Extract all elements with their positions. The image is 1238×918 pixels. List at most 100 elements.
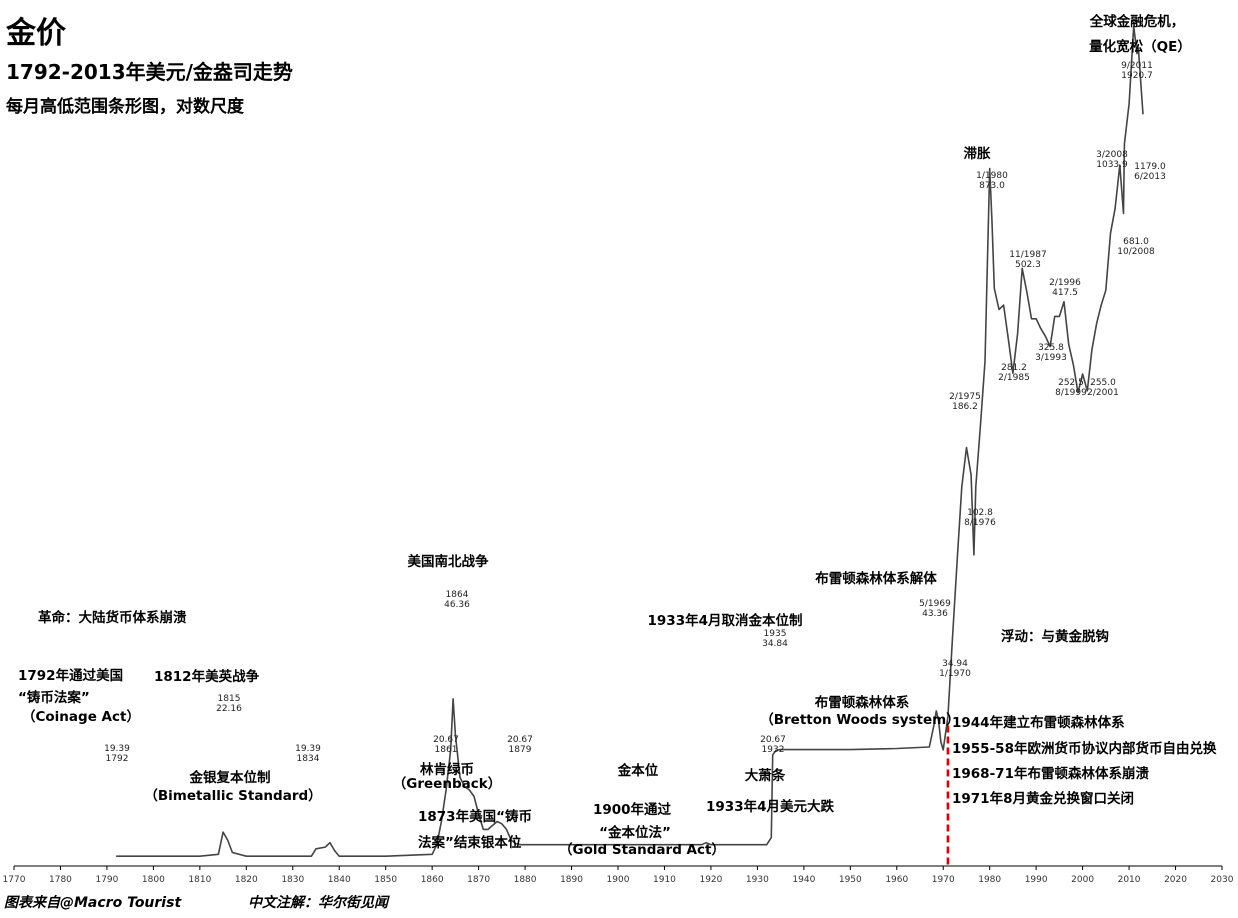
- annotation-1944: 1944年建立布雷顿森林体系: [952, 714, 1125, 731]
- x-tick-label: 1980: [978, 875, 1001, 885]
- x-tick-label: 2020: [1164, 875, 1187, 885]
- annotation-bretton-woods-collapse: 布雷顿森林体系解体: [815, 570, 937, 587]
- data-label: 2/1985: [998, 373, 1030, 383]
- data-label: 3/2008: [1096, 150, 1128, 160]
- data-label: 2/2001: [1087, 388, 1119, 398]
- x-tick-label: 1810: [188, 875, 211, 885]
- data-label: 1932: [762, 745, 785, 755]
- x-tick-label: 2000: [1071, 875, 1094, 885]
- annotation-greenback-1: 林肯绿币: [420, 761, 474, 778]
- gold-price-series-line: [116, 25, 1144, 857]
- data-label: 19.39: [295, 744, 321, 754]
- x-tick-label: 1930: [746, 875, 769, 885]
- data-label: 8/1976: [964, 518, 996, 528]
- annotation-revolution: 革命：大陆货币体系崩溃: [38, 609, 187, 626]
- annotation-war-1812: 1812年美英战争: [154, 668, 260, 685]
- x-tick-label: 1830: [281, 875, 304, 885]
- chart-subtitle-2: 每月高低范围条形图，对数尺度: [6, 97, 244, 117]
- data-label: 46.36: [444, 600, 470, 610]
- data-label: 2/1975: [949, 392, 981, 402]
- annotation-1968: 1968-71年布雷顿森林体系崩溃: [952, 765, 1149, 782]
- data-label: 20.67: [433, 735, 459, 745]
- data-label: 252.5: [1058, 378, 1084, 388]
- x-tick-label: 1920: [699, 875, 722, 885]
- annotation-gsa-1: 1900年通过: [593, 801, 672, 818]
- data-label: 20.67: [507, 735, 533, 745]
- data-label: 43.36: [922, 609, 948, 619]
- data-label: 11/1987: [1009, 250, 1046, 260]
- data-labels: 19.391792181522.1619.39183420.6718611864…: [104, 61, 1166, 764]
- data-label: 102.8: [967, 508, 993, 518]
- chart-title: 金价: [6, 16, 66, 51]
- data-label: 1/1970: [939, 669, 971, 679]
- annotation-bimetal-2: （Bimetallic Standard）: [144, 788, 321, 804]
- annotation-coinage-1: 1792年通过美国: [18, 667, 123, 684]
- x-tick-label: 1940: [792, 875, 815, 885]
- annotation-civil-war: 美国南北战争: [408, 553, 489, 570]
- footer-note: 中文注解：华尔街见闻: [248, 895, 388, 911]
- data-label: 10/2008: [1117, 247, 1155, 257]
- x-tick-label: 1780: [49, 875, 72, 885]
- data-label: 186.2: [952, 402, 978, 412]
- annotation-bimetal-1: 金银复本位制: [189, 769, 271, 786]
- data-label: 281.2: [1001, 363, 1027, 373]
- annotation-gold-standard: 金本位: [617, 762, 659, 779]
- data-label: 502.3: [1015, 260, 1041, 270]
- data-label: 1033.9: [1096, 160, 1128, 170]
- x-tick-label: 1880: [514, 875, 537, 885]
- annotation-act-1873-1: 1873年美国“铸币: [418, 808, 532, 825]
- data-label: 1935: [764, 629, 787, 639]
- data-label: 34.94: [942, 659, 968, 669]
- annotation-cancel-gold: 1933年4月取消金本位制: [648, 612, 803, 629]
- x-tick-label: 1960: [885, 875, 908, 885]
- footer-credit: 图表来自@Macro Tourist: [4, 895, 182, 911]
- data-label: 417.5: [1052, 288, 1078, 298]
- x-tick-label: 1950: [839, 875, 862, 885]
- x-tick-label: 1840: [328, 875, 351, 885]
- data-label: 19.39: [104, 744, 130, 754]
- data-label: 681.0: [1123, 237, 1149, 247]
- x-tick-label: 1850: [374, 875, 397, 885]
- data-label: 1920.7: [1121, 71, 1153, 81]
- data-label: 1/1980: [976, 171, 1008, 181]
- data-label: 8/1999: [1055, 388, 1087, 398]
- x-tick-label: 1970: [932, 875, 955, 885]
- annotation-bretton-woods-2: （Bretton Woods system）: [760, 712, 960, 728]
- annotation-1955: 1955-58年欧洲货币协议内部货币自由兑换: [952, 740, 1217, 757]
- annotation-coinage-3: （Coinage Act）: [22, 709, 140, 725]
- x-tick-label: 1820: [235, 875, 258, 885]
- x-tick-label: 1900: [607, 875, 630, 885]
- annotation-gsa-3: （Gold Standard Act）: [559, 842, 725, 858]
- annotation-crisis-2: 量化宽松（QE）: [1089, 38, 1191, 55]
- annotation-depression: 大萧条: [745, 767, 786, 784]
- x-tick-label: 1890: [560, 875, 583, 885]
- data-label: 1179.0: [1134, 162, 1166, 172]
- annotation-floating: 浮动：与黄金脱钩: [1001, 628, 1109, 645]
- data-label: 255.0: [1090, 378, 1116, 388]
- data-label: 1834: [297, 754, 320, 764]
- annotation-gsa-2: “金本位法”: [599, 824, 671, 841]
- data-label: 5/1969: [919, 599, 951, 609]
- x-tick-label: 1860: [421, 875, 444, 885]
- data-label: 325.8: [1038, 343, 1064, 353]
- data-label: 1792: [106, 754, 129, 764]
- x-axis: 1770 1780 1790 1800 1810 1820 1830 1840 1850 1860…: [3, 865, 1234, 885]
- data-label: 9/2011: [1121, 61, 1153, 71]
- annotation-usd-crash: 1933年4月美元大跌: [706, 798, 834, 815]
- x-tick-label: 1870: [467, 875, 490, 885]
- x-tick-label: 1990: [1025, 875, 1048, 885]
- x-tick-label: 1790: [95, 875, 118, 885]
- data-label: 34.84: [762, 639, 788, 649]
- data-label: 1815: [218, 694, 241, 704]
- chart-subtitle: 1792-2013年美元/金盎司走势: [6, 60, 293, 84]
- data-label: 20.67: [760, 735, 786, 745]
- annotations: 革命：大陆货币体系崩溃 1792年通过美国 “铸币法案” （Coinage Ac…: [18, 13, 1217, 858]
- data-label: 2/1996: [1049, 278, 1081, 288]
- x-tick-label: 1770: [3, 875, 26, 885]
- annotation-coinage-2: “铸币法案”: [18, 689, 90, 706]
- annotation-bretton-woods-1: 布雷顿森林体系: [815, 694, 910, 711]
- x-tick-label: 2030: [1211, 875, 1234, 885]
- x-tick-label: 2010: [1118, 875, 1141, 885]
- data-label: 1864: [446, 590, 469, 600]
- x-tick-label: 1800: [142, 875, 165, 885]
